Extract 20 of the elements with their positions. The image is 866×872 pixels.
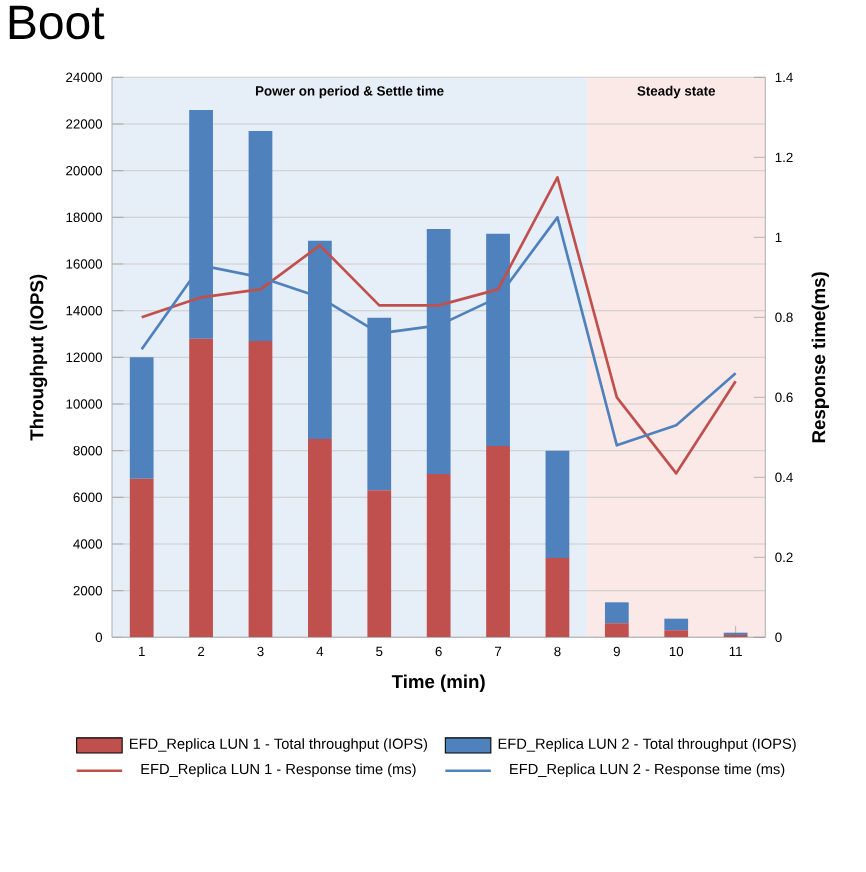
chart-title: Boot <box>9 5 104 40</box>
bar <box>664 618 688 631</box>
bar <box>604 623 629 638</box>
y-axis-title: Throughput (IOPS) <box>29 274 47 441</box>
bar <box>248 341 273 638</box>
bar <box>188 338 213 638</box>
y2-axis-title: Response time(ms) <box>811 272 829 443</box>
bar <box>129 478 154 638</box>
bar <box>307 439 332 638</box>
bar <box>129 357 154 479</box>
bar <box>485 446 510 638</box>
bar <box>604 602 629 624</box>
bar <box>307 240 332 439</box>
bar <box>367 490 391 638</box>
x-axis-title: Time (min) <box>391 674 485 692</box>
bar <box>664 630 688 638</box>
bar <box>426 474 451 638</box>
bar <box>545 450 570 558</box>
bar <box>545 558 570 638</box>
line-series <box>140 176 737 475</box>
